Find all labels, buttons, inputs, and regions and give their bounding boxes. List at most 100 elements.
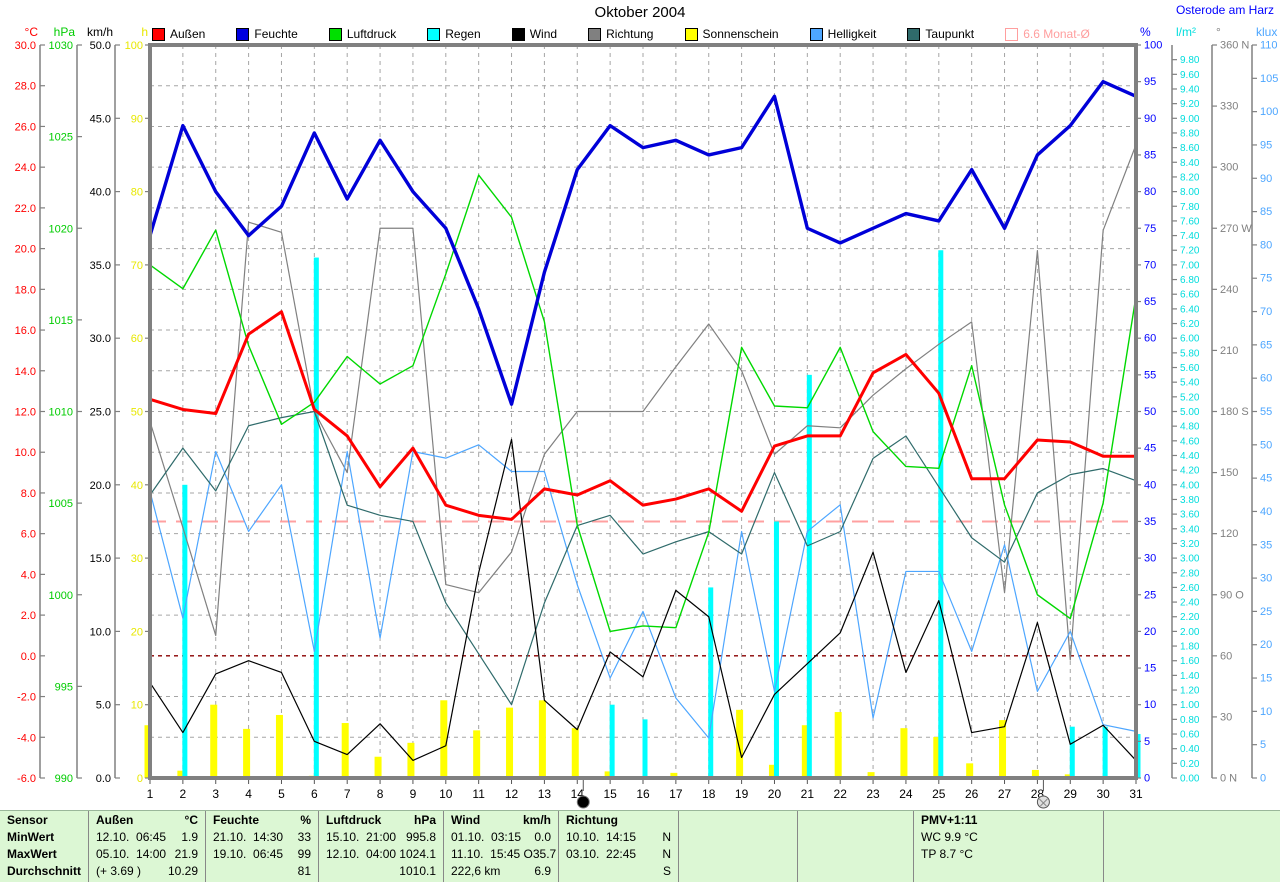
axis-tick-label: 20 xyxy=(131,626,143,638)
table-cell-right: 33 xyxy=(297,830,311,844)
x-axis-day-label: 21 xyxy=(801,787,815,801)
table-column-wind: Wind km/h 01.10. 03:15 0.0 11.10. 15:45 O 35.… xyxy=(443,811,558,882)
legend-label: Regen xyxy=(445,27,481,41)
table-cell: 81 xyxy=(206,863,318,880)
axis-tick-label: 0 xyxy=(1144,773,1150,785)
legend-item-wind: Wind xyxy=(511,27,557,41)
axis-tick-label: 5.80 xyxy=(1180,348,1200,359)
axis-tick-label: 8.0 xyxy=(21,488,36,500)
chart-legend: Außen Feuchte Luftdruck Regen Wind Richtung So… xyxy=(152,26,1090,42)
legend-swatch xyxy=(1005,27,1019,41)
table-cell: Feuchte% xyxy=(206,812,318,829)
table-cell: 21.10. 14:30 33 xyxy=(206,829,318,846)
table-column-aussen: Außen °C 12.10. 06:45 1.9 05.10. 14:00 21.9 (+… xyxy=(88,811,205,882)
axis-tick-label: 1.40 xyxy=(1180,671,1200,682)
table-cell-left: 12.10. 04:00 xyxy=(326,847,397,861)
x-axis-day-label: 20 xyxy=(768,787,782,801)
x-axis-day-label: 12 xyxy=(505,787,519,801)
table-row-label: Sensor xyxy=(0,812,88,829)
bar-sonnenschein-day25 xyxy=(933,736,941,778)
table-cell: Außen °C xyxy=(89,812,205,829)
legend-swatch xyxy=(588,27,602,41)
table-cell: WC 9.9 °C xyxy=(914,829,1103,846)
axis-tick-label: 10.0 xyxy=(15,447,36,459)
axis-tick-label: -4.0 xyxy=(17,732,36,744)
axis-tick-label: 1000 xyxy=(49,590,73,602)
bar-regen-day2 xyxy=(182,484,188,778)
legend-item-richtung: Richtung xyxy=(588,27,653,41)
bar-sonnenschein-day8 xyxy=(374,756,382,778)
axis-tick-label: 30 xyxy=(1220,711,1232,723)
axis-tick-label: 30 xyxy=(1260,573,1272,585)
legend-label: Richtung xyxy=(606,27,654,41)
x-axis-day-label: 25 xyxy=(932,787,946,801)
legend-swatch xyxy=(684,27,698,41)
legend-swatch xyxy=(236,27,250,41)
legend-item-6-6-monat-: 6.6 Monat-Ø xyxy=(1005,27,1090,41)
axis-unit-hPa: hPa xyxy=(54,25,76,39)
x-axis-day-label: 22 xyxy=(834,787,848,801)
axis-tick-label: 4.60 xyxy=(1180,436,1200,447)
table-cell-right: S xyxy=(662,864,671,878)
bar-regen-day21 xyxy=(806,374,812,778)
bar-sonnenschein-day10 xyxy=(440,700,448,778)
bar-sonnenschein-day19 xyxy=(736,709,744,778)
axis-tick-label: 270 W xyxy=(1220,223,1252,235)
axis-tick-label: 26.0 xyxy=(15,121,36,133)
axis-tick-label: 9.60 xyxy=(1180,70,1200,81)
sensor-summary-table: Sensor MinWert MaxWert Durchschnitt Außen °C 1… xyxy=(0,810,1280,882)
axis-tick-label: 105 xyxy=(1260,73,1278,85)
axis-tick-label: 65 xyxy=(1144,296,1156,308)
table-cell: 222,6 km 6.9 xyxy=(444,863,558,880)
axis-tick-label: 0 xyxy=(1260,773,1266,785)
table-cell-left: Feuchte xyxy=(213,813,260,827)
axis-unit-h: h xyxy=(141,25,148,39)
axis-tick-label: 45 xyxy=(1260,473,1272,485)
axis-unit-°C: °C xyxy=(25,25,39,39)
table-cell-left: 15.10. 21:00 xyxy=(326,830,397,844)
axis-tick-label: 7.20 xyxy=(1180,246,1200,257)
table-column-empty-3 xyxy=(1103,811,1280,882)
legend-label: Feuchte xyxy=(254,27,298,41)
legend-item-luftdruck: Luftdruck xyxy=(328,27,396,41)
table-cell-right: hPa xyxy=(413,813,436,827)
axis-tick-label: 110 xyxy=(1260,40,1278,52)
table-cell-left: 19.10. 06:45 xyxy=(213,847,284,861)
axis-tick-label: 1.00 xyxy=(1180,700,1200,711)
x-axis-day-label: 3 xyxy=(212,787,219,801)
axis-tick-label: 3.20 xyxy=(1180,539,1200,550)
bar-sonnenschein-day26 xyxy=(966,763,974,778)
table-cell: 12.10. 04:00 1024.1 xyxy=(319,846,443,863)
table-cell: Luftdruck hPa xyxy=(319,812,443,829)
table-cell-right: 1024.1 xyxy=(399,847,436,861)
axis-tick-label: 95 xyxy=(1260,139,1272,151)
axis-unit-°: ° xyxy=(1216,25,1221,39)
axis-tick-label: 360 N xyxy=(1220,40,1249,52)
table-cell: 01.10. 03:15 0.0 xyxy=(444,829,558,846)
bar-sonnenschein-day13 xyxy=(538,700,546,778)
legend-swatch xyxy=(907,27,921,41)
x-axis-day-label: 8 xyxy=(377,787,384,801)
axis-tick-label: 6.80 xyxy=(1180,275,1200,286)
table-cell-left: 05.10. 14:00 xyxy=(96,847,167,861)
table-cell: (+ 3.69 ) 10.29 xyxy=(89,863,205,880)
bar-sonnenschein-day17 xyxy=(670,772,678,778)
axis-tick-label: 0 xyxy=(137,773,143,785)
axis-tick-label: 4.00 xyxy=(1180,480,1200,491)
new-moon-icon xyxy=(1036,795,1050,809)
axis-tick-label: 100 xyxy=(1144,40,1162,52)
axis-tick-label: 70 xyxy=(1260,306,1272,318)
axis-tick-label: 35.0 xyxy=(90,260,111,272)
axis-tick-label: 9.20 xyxy=(1180,99,1200,110)
axis-tick-label: 2.00 xyxy=(1180,627,1200,638)
page-title: Oktober 2004 xyxy=(594,4,686,21)
bar-regen-day15 xyxy=(609,704,615,778)
legend-swatch xyxy=(809,27,823,41)
axis-tick-label: 8.00 xyxy=(1180,187,1200,198)
axis-tick-label: 12.0 xyxy=(15,407,36,419)
bar-sonnenschein-day15 xyxy=(604,771,612,778)
table-cell: TP 8.7 °C xyxy=(914,846,1103,863)
axis-tick-label: 60 xyxy=(131,333,143,345)
axis-tick-label: 40.0 xyxy=(90,187,111,199)
